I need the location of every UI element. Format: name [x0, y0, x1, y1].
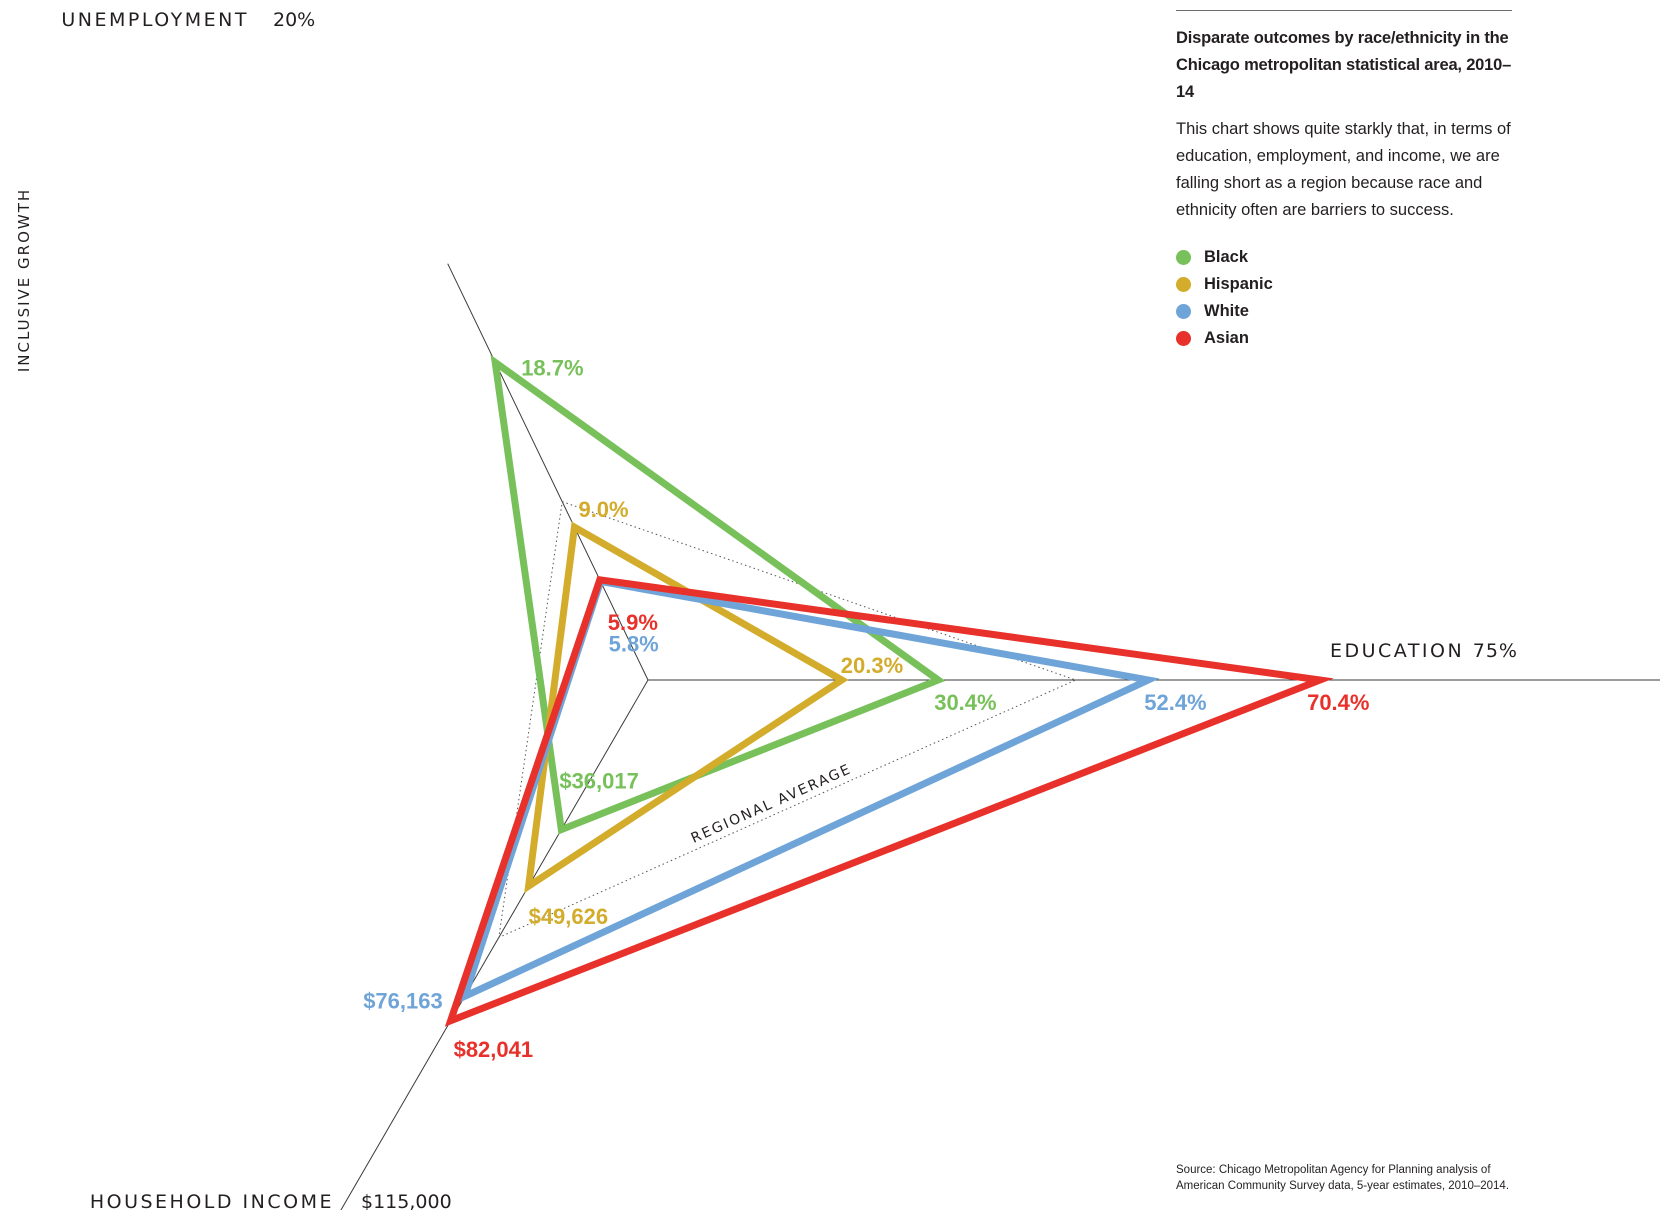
- legend-swatch: [1176, 331, 1191, 346]
- axis-title-education: EDUCATION 75%: [1330, 640, 1518, 662]
- data-label-asian-unemployment: 5.9%: [608, 610, 658, 635]
- axis-max-income: $115,000: [361, 1191, 452, 1210]
- panel-title: Disparate outcomes by race/ethnicity in …: [1176, 29, 1512, 101]
- regional-average-polygon: [498, 500, 1078, 939]
- legend-item-white: White: [1176, 298, 1512, 325]
- data-label-hispanic-income: $49,626: [529, 904, 609, 929]
- legend-label: Black: [1204, 248, 1249, 266]
- axis-title-unemployment: UNEMPLOYMENT: [61, 9, 249, 31]
- legend-label: White: [1204, 302, 1249, 320]
- axis-max-unemployment: 20%: [273, 9, 315, 31]
- series-polygon-black: [490, 354, 946, 835]
- panel-description: This chart shows quite starkly that, in …: [1176, 120, 1511, 219]
- data-label-asian-education: 70.4%: [1307, 690, 1369, 715]
- axis-max-label: 75%: [1473, 640, 1518, 662]
- data-label-white-unemployment: 5.8%: [609, 631, 659, 656]
- data-label-hispanic-unemployment: 9.0%: [578, 497, 628, 522]
- axis-income: [340, 679, 649, 1210]
- series-polygon-asian: [444, 575, 1334, 1027]
- data-label-black-income: $36,017: [559, 769, 639, 794]
- legend-item-hispanic: Hispanic: [1176, 271, 1512, 298]
- series-layer: [444, 354, 1334, 1027]
- axis-title-income: HOUSEHOLD INCOME: [90, 1191, 334, 1210]
- legend-item-black: Black: [1176, 244, 1512, 271]
- legend-swatch: [1176, 250, 1191, 265]
- legend-label: Hispanic: [1204, 275, 1273, 293]
- data-label-hispanic-education: 20.3%: [841, 653, 903, 678]
- data-label-asian-income: $82,041: [454, 1037, 534, 1062]
- info-panel: Disparate outcomes by race/ethnicity in …: [1176, 10, 1512, 352]
- axes-layer: [340, 263, 1660, 1210]
- data-label-white-income: $76,163: [363, 988, 443, 1013]
- panel-rule: [1176, 10, 1512, 11]
- axis-unemployment: [447, 263, 649, 681]
- data-label-white-education: 52.4%: [1144, 690, 1206, 715]
- legend-item-asian: Asian: [1176, 325, 1512, 352]
- legend: Black Hispanic White Asian: [1176, 244, 1512, 352]
- axis-title-text: EDUCATION: [1330, 640, 1473, 662]
- side-section-label: INCLUSIVE GROWTH: [15, 188, 33, 372]
- legend-swatch: [1176, 304, 1191, 319]
- legend-label: Asian: [1204, 329, 1249, 347]
- regional-average-layer: [498, 500, 1078, 939]
- regional-average-label: REGIONAL AVERAGE: [689, 761, 855, 847]
- legend-swatch: [1176, 277, 1191, 292]
- source-note: Source: Chicago Metropolitan Agency for …: [1176, 1164, 1510, 1192]
- data-label-black-education: 30.4%: [934, 690, 996, 715]
- data-label-black-unemployment: 18.7%: [521, 355, 583, 380]
